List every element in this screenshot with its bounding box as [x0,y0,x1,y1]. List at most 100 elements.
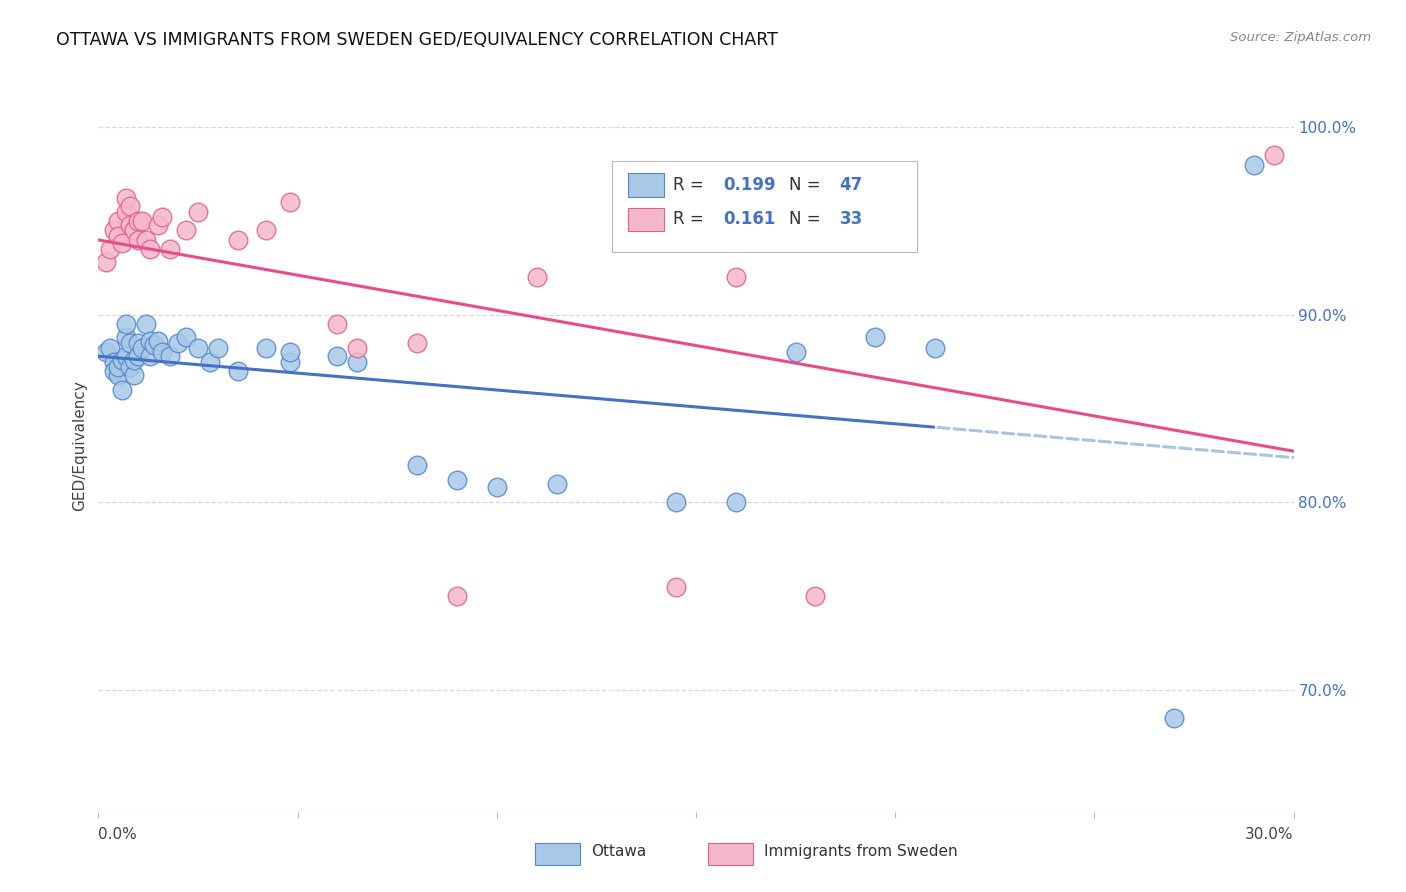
Point [107,360,129,375]
Point [406,458,429,472]
Point [139,242,162,256]
Point [150,345,173,359]
Point [131,214,153,228]
Point [924,342,946,356]
Text: N =: N = [789,176,827,194]
Point [98,342,122,356]
Point [127,335,149,350]
Point [127,349,149,363]
Text: R =: R = [673,176,709,194]
Text: 33: 33 [839,211,863,228]
Point [124,223,146,237]
Point [111,383,134,397]
Text: 0.0%: 0.0% [98,827,138,842]
Point [187,204,209,219]
Point [120,360,142,375]
Point [96,255,118,269]
Point [406,335,429,350]
Point [785,345,807,359]
Point [111,352,134,367]
Text: 30.0%: 30.0% [1246,827,1294,842]
Point [326,349,349,363]
Point [485,480,508,494]
Point [98,242,122,256]
Point [346,354,368,368]
Text: R =: R = [673,211,709,228]
Point [226,233,249,247]
Point [115,191,138,205]
Point [159,349,181,363]
Text: Immigrants from Sweden: Immigrants from Sweden [763,845,957,860]
Bar [709,843,754,865]
Text: OTTAWA VS IMMIGRANTS FROM SWEDEN GED/EQUIVALENCY CORRELATION CHART: OTTAWA VS IMMIGRANTS FROM SWEDEN GED/EQU… [56,31,778,49]
Point [187,342,209,356]
Bar [628,173,664,196]
Point [446,589,468,603]
Point [665,580,688,594]
Bar [628,208,664,231]
Point [278,195,301,210]
Point [526,270,548,285]
Point [174,223,197,237]
Point [278,354,301,368]
Point [346,342,368,356]
Point [96,345,118,359]
Point [226,364,249,378]
Point [1243,158,1265,172]
Point [150,210,173,224]
Text: 0.199: 0.199 [724,176,776,194]
Point [115,349,138,363]
Point [120,335,142,350]
Text: Ottawa: Ottawa [591,845,645,860]
Point [174,330,197,344]
Point [254,342,277,356]
Text: N =: N = [789,211,827,228]
Point [120,199,142,213]
Point [198,354,221,368]
Text: Source: ZipAtlas.com: Source: ZipAtlas.com [1230,31,1371,45]
Point [546,476,568,491]
Point [446,473,468,487]
Point [124,368,146,382]
Point [148,334,170,348]
Point [124,352,146,367]
Bar [534,843,581,865]
Point [278,345,301,359]
FancyBboxPatch shape [613,161,917,252]
Point [254,223,277,237]
Point [724,270,747,285]
Point [724,495,747,509]
Point [120,218,142,232]
Point [115,317,138,331]
Point [139,334,162,348]
Point [135,317,157,331]
Point [148,218,170,232]
Point [103,364,125,378]
Point [1263,148,1285,162]
Point [804,589,827,603]
Point [103,354,125,368]
Point [167,335,190,350]
Point [135,233,157,247]
Point [139,349,162,363]
Point [143,337,166,351]
Point [107,214,129,228]
Point [103,223,125,237]
Point [1163,711,1185,725]
Text: 47: 47 [839,176,863,194]
Point [326,317,349,331]
Point [107,229,129,244]
Point [107,368,129,382]
Y-axis label: GED/Equivalency: GED/Equivalency [72,381,87,511]
Point [865,330,887,344]
Text: 0.161: 0.161 [724,211,776,228]
Point [127,214,149,228]
Point [127,233,149,247]
Point [207,342,229,356]
Point [131,342,153,356]
Point [159,242,181,256]
Point [111,236,134,251]
Point [115,204,138,219]
Point [115,330,138,344]
Point [665,495,688,509]
